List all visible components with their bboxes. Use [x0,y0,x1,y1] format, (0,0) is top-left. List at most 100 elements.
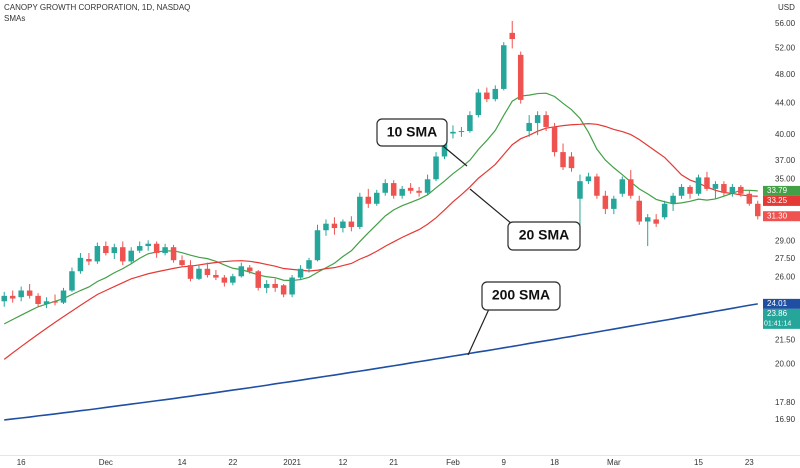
candle [323,219,329,236]
candle-body [35,295,41,305]
candle [424,174,431,195]
candle [568,152,575,172]
candle-body [331,223,338,229]
candle [204,262,211,278]
price-tag [763,211,800,222]
candle [196,265,202,281]
x-tick-label: 18 [550,458,559,467]
x-tick-label: 9 [502,458,507,467]
candle [77,253,84,274]
candle-body [628,179,634,196]
candle [636,195,642,225]
y-tick-label: 48.00 [775,70,796,79]
price-tag-label: 24.01 [767,299,788,308]
price-tag [763,185,800,196]
candle [450,125,456,139]
callout-box [481,281,561,311]
candle [577,174,583,233]
candle-body [382,183,388,193]
callout-text: 10 SMA [387,124,438,140]
y-tick-label: 44.00 [775,99,796,108]
price-tag [763,298,800,309]
candle [255,270,261,291]
candle-body [365,196,372,204]
candle-body [467,115,473,132]
candle-body [534,115,541,123]
candle-body [323,223,329,231]
candle-body [661,203,668,218]
candle [687,184,693,199]
candle-body [272,283,278,288]
candle-body [348,221,355,227]
candle [374,189,380,206]
candle-body [602,195,609,209]
candle-body [746,193,753,204]
candle-body [695,177,702,194]
candle [280,283,287,298]
y-tick-label: 52.00 [775,44,796,53]
callout-text: 20 SMA [519,227,570,243]
candle [746,190,753,206]
candle-body [280,285,287,295]
candle-body [314,230,321,261]
x-tick-label: 22 [228,458,237,467]
candle [136,241,143,254]
candle [52,294,58,306]
candle-body [230,276,236,283]
candle-body [636,200,642,222]
candle-body [357,196,363,227]
callout-box [507,221,581,251]
candle-body [738,186,744,194]
candle-body [136,246,143,251]
candle-body [179,260,185,266]
candle-body [560,152,566,168]
x-tick-label: 14 [178,458,187,467]
candle [492,85,499,102]
chart-title: CANOPY GROWTH CORPORATION, 1D, NASDAQ [4,3,190,12]
candle [179,255,185,268]
candle-body [153,243,160,254]
candle [340,219,346,233]
callout-box [376,118,448,147]
candle [526,115,532,137]
candle [357,192,363,230]
candle [314,224,321,262]
candle-body [517,54,524,100]
candle-body [340,221,346,229]
x-tick-label: Feb [446,458,460,467]
x-tick-label: 2021 [283,458,301,467]
pointer [442,145,468,167]
candle-body [670,195,676,204]
annotation-20-sma: 20 SMA [469,188,581,251]
candle [331,217,338,235]
candle-body [424,179,431,193]
candle [458,126,465,137]
candle-body [162,247,168,254]
candle-body [196,268,202,279]
candle-body [484,92,490,100]
candle-body [407,187,414,191]
candle-body [458,131,465,133]
axes: 56.00 52.00 48.00 44.00 40.00 37.00 35.00 29.00… [17,19,800,467]
candle [35,293,41,307]
price-tag-label: 33.25 [767,196,788,205]
candle [670,192,676,211]
price-tag [763,195,800,206]
candle [467,111,473,133]
sma-line [4,303,758,421]
candle [594,173,600,199]
countdown-label: 01:41:14 [764,321,791,328]
candle-body [450,131,456,134]
candle [416,186,422,197]
candle-body [247,267,253,272]
candle [755,200,761,220]
candle [103,241,109,256]
pointer [469,188,513,225]
candle [390,180,397,199]
x-tick-label: 21 [389,458,398,467]
candle [534,111,541,136]
candle-body [52,301,58,303]
candle [560,143,566,170]
candle-body [390,183,397,196]
